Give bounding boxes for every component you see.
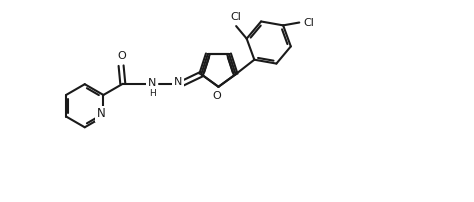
Text: H: H: [149, 89, 155, 98]
Text: O: O: [118, 51, 127, 61]
Text: Cl: Cl: [303, 18, 314, 27]
Text: Cl: Cl: [231, 13, 242, 22]
Text: N: N: [97, 107, 106, 120]
Text: N: N: [174, 77, 182, 87]
Text: O: O: [212, 91, 221, 101]
Text: N: N: [148, 78, 156, 88]
